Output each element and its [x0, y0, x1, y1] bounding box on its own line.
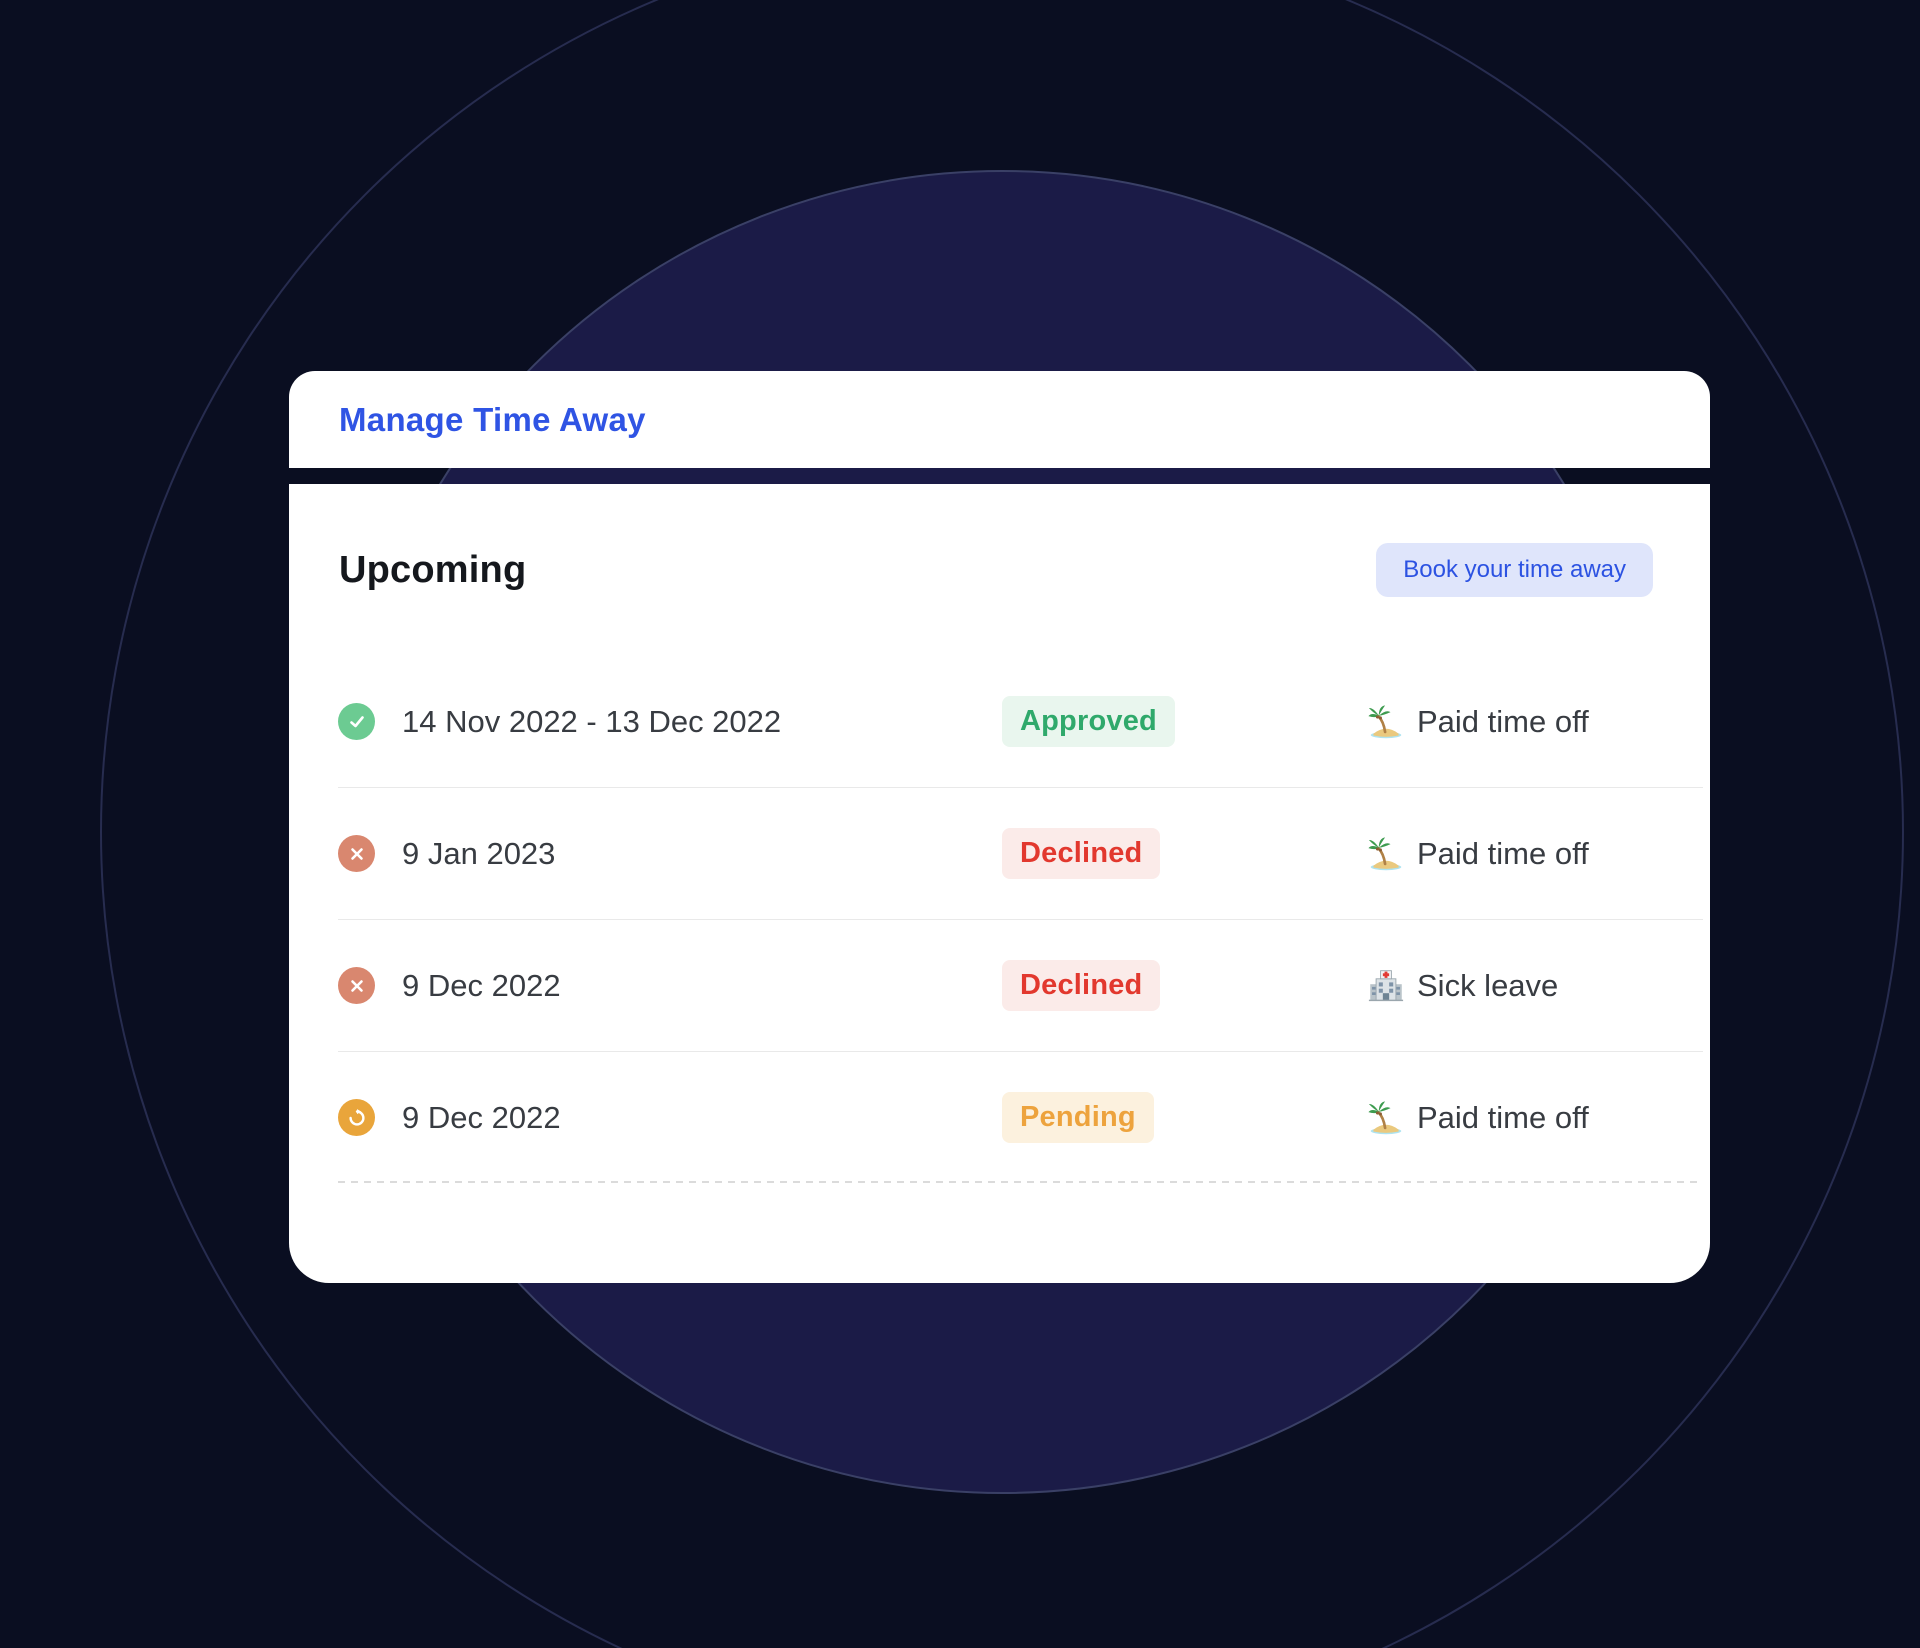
- palm-island-icon: [1368, 1100, 1402, 1134]
- background-outer-ring: [100, 0, 1904, 1648]
- status-cell: Pending: [1002, 1092, 1368, 1143]
- status-badge: Pending: [1002, 1092, 1154, 1143]
- window-titlebar: Manage Time Away: [289, 371, 1710, 468]
- check-circle-icon: [338, 703, 375, 740]
- leave-type-cell: Sick leave: [1368, 968, 1703, 1004]
- status-cell: Declined: [1002, 828, 1368, 879]
- window-title: Manage Time Away: [339, 400, 646, 438]
- status-badge: Declined: [1002, 828, 1161, 879]
- time-away-list: 14 Nov 2022 - 13 Dec 2022 Approved: [338, 656, 1703, 1183]
- time-away-row[interactable]: 9 Dec 2022 Declined: [338, 920, 1703, 1052]
- time-away-row[interactable]: 14 Nov 2022 - 13 Dec 2022 Approved: [338, 656, 1703, 788]
- time-away-row[interactable]: 9 Dec 2022 Pending: [338, 1052, 1703, 1183]
- section-title: Upcoming: [339, 548, 527, 591]
- panel-header: Upcoming Book your time away: [289, 484, 1710, 600]
- status-cell: Approved: [1002, 696, 1368, 747]
- status-cell: Declined: [1002, 960, 1368, 1011]
- date-range: 9 Dec 2022: [402, 1099, 561, 1135]
- status-badge: Approved: [1002, 696, 1175, 747]
- book-time-away-button[interactable]: Book your time away: [1376, 543, 1653, 597]
- leave-type-label: Sick leave: [1417, 967, 1559, 1003]
- leave-type-cell: Paid time off: [1368, 1100, 1703, 1136]
- x-circle-icon: [338, 967, 375, 1004]
- refresh-circle-icon: [338, 1099, 375, 1136]
- leave-type-label: Paid time off: [1417, 835, 1589, 871]
- x-circle-icon: [338, 835, 375, 872]
- time-away-panel: Upcoming Book your time away 14 Nov 2022…: [289, 484, 1710, 1283]
- hospital-icon: [1368, 969, 1404, 1001]
- status-badge: Declined: [1002, 960, 1161, 1011]
- date-range: 9 Dec 2022: [402, 967, 561, 1003]
- date-range: 9 Jan 2023: [402, 835, 556, 871]
- leave-type-label: Paid time off: [1417, 1099, 1589, 1135]
- palm-island-icon: [1368, 836, 1402, 870]
- palm-island-icon: [1368, 704, 1402, 738]
- time-away-row[interactable]: 9 Jan 2023 Declined: [338, 788, 1703, 920]
- leave-type-cell: Paid time off: [1368, 704, 1703, 740]
- leave-type-cell: Paid time off: [1368, 836, 1703, 872]
- leave-type-label: Paid time off: [1417, 703, 1589, 739]
- date-range: 14 Nov 2022 - 13 Dec 2022: [402, 703, 782, 739]
